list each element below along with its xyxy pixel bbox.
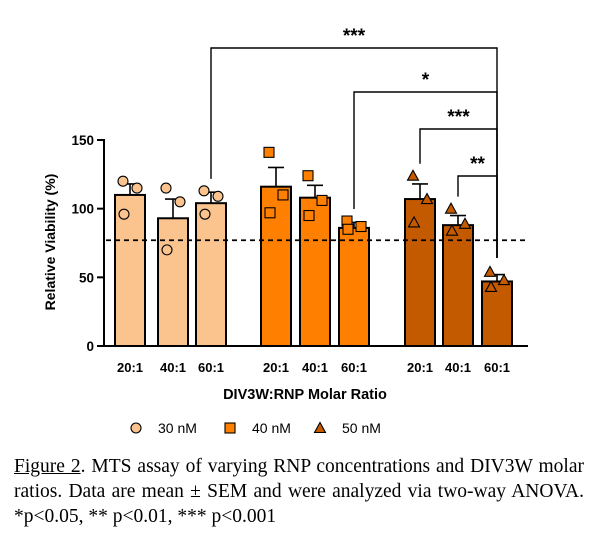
significance-label: ** [470, 154, 485, 175]
significance-label: * [422, 70, 430, 91]
data-point [406, 169, 420, 181]
data-point [198, 185, 210, 197]
data-point [342, 223, 354, 235]
legend-marker [130, 422, 142, 434]
figure-caption: Figure 2. MTS assay of varying RNP conce… [14, 454, 584, 529]
legend-item: 40 nM [224, 420, 291, 436]
x-tick-label: 40:1 [302, 360, 328, 375]
data-point [302, 170, 314, 182]
bar [195, 202, 227, 347]
data-point [355, 220, 367, 233]
legend-item: 30 nM [130, 420, 197, 436]
significance-bracket [457, 175, 498, 258]
significance-label: *** [447, 107, 470, 128]
data-point [484, 280, 498, 292]
legend-label: 40 nM [252, 420, 291, 436]
bar [157, 217, 189, 347]
data-point [420, 192, 434, 205]
x-tick-label: 40:1 [160, 360, 186, 375]
data-point [131, 182, 143, 194]
y-tick-label: 50 [79, 270, 94, 285]
data-point [458, 217, 472, 229]
data-point [303, 209, 315, 222]
data-points [117, 146, 511, 292]
x-tick-label: 40:1 [445, 360, 471, 375]
x-tick-label: 60:1 [341, 360, 367, 375]
axes: 20:1 40:1 60:1 20:1 40:1 60:1 20:1 40:1 60:1 0 50 1… [71, 133, 528, 375]
y-tick-label: 100 [71, 202, 94, 217]
y-tick-label: 150 [71, 133, 94, 148]
data-point [199, 208, 211, 220]
data-point [161, 244, 173, 256]
data-point [117, 175, 129, 187]
x-axis-title: DIV3W:RNP Molar Ratio [223, 387, 387, 403]
significance-brackets: ********* [210, 26, 498, 258]
data-point [445, 223, 459, 236]
legend-label: 50 nM [342, 420, 381, 436]
caption-text: . MTS assay of varying RNP concentration… [14, 456, 584, 527]
legend-item: 50 nM [313, 420, 381, 436]
legend: 30 nM 40 nM 50 nM [130, 420, 381, 436]
significance-label: *** [343, 26, 366, 47]
chart: ********* 20:1 40:1 60:1 20:1 40:1 60:1 20:1 40… [42, 26, 528, 436]
bar [114, 193, 146, 347]
legend-marker [224, 422, 236, 434]
bar [404, 198, 436, 347]
data-point [160, 182, 172, 194]
legend-marker [313, 421, 327, 434]
data-point [483, 265, 497, 277]
data-point [444, 202, 458, 214]
x-tick-label: 20:1 [407, 360, 433, 375]
data-point [263, 146, 275, 158]
data-point [174, 196, 186, 208]
x-tick-label: 60:1 [484, 360, 510, 375]
data-point [264, 207, 276, 219]
data-point [316, 194, 328, 206]
bar [338, 226, 370, 347]
data-point [277, 189, 289, 201]
data-point [497, 273, 511, 286]
x-tick-label: 20:1 [117, 360, 143, 375]
data-point [118, 208, 130, 220]
x-tick-label: 20:1 [263, 360, 289, 375]
x-tick-label: 60:1 [198, 360, 224, 375]
data-point [407, 215, 421, 228]
caption-figure-label: Figure 2 [14, 456, 81, 477]
data-point [212, 190, 224, 202]
y-tick-label: 0 [86, 339, 94, 354]
y-axis-title: Relative Viability (%) [42, 174, 58, 311]
bar [442, 224, 474, 347]
legend-label: 30 nM [158, 420, 197, 436]
